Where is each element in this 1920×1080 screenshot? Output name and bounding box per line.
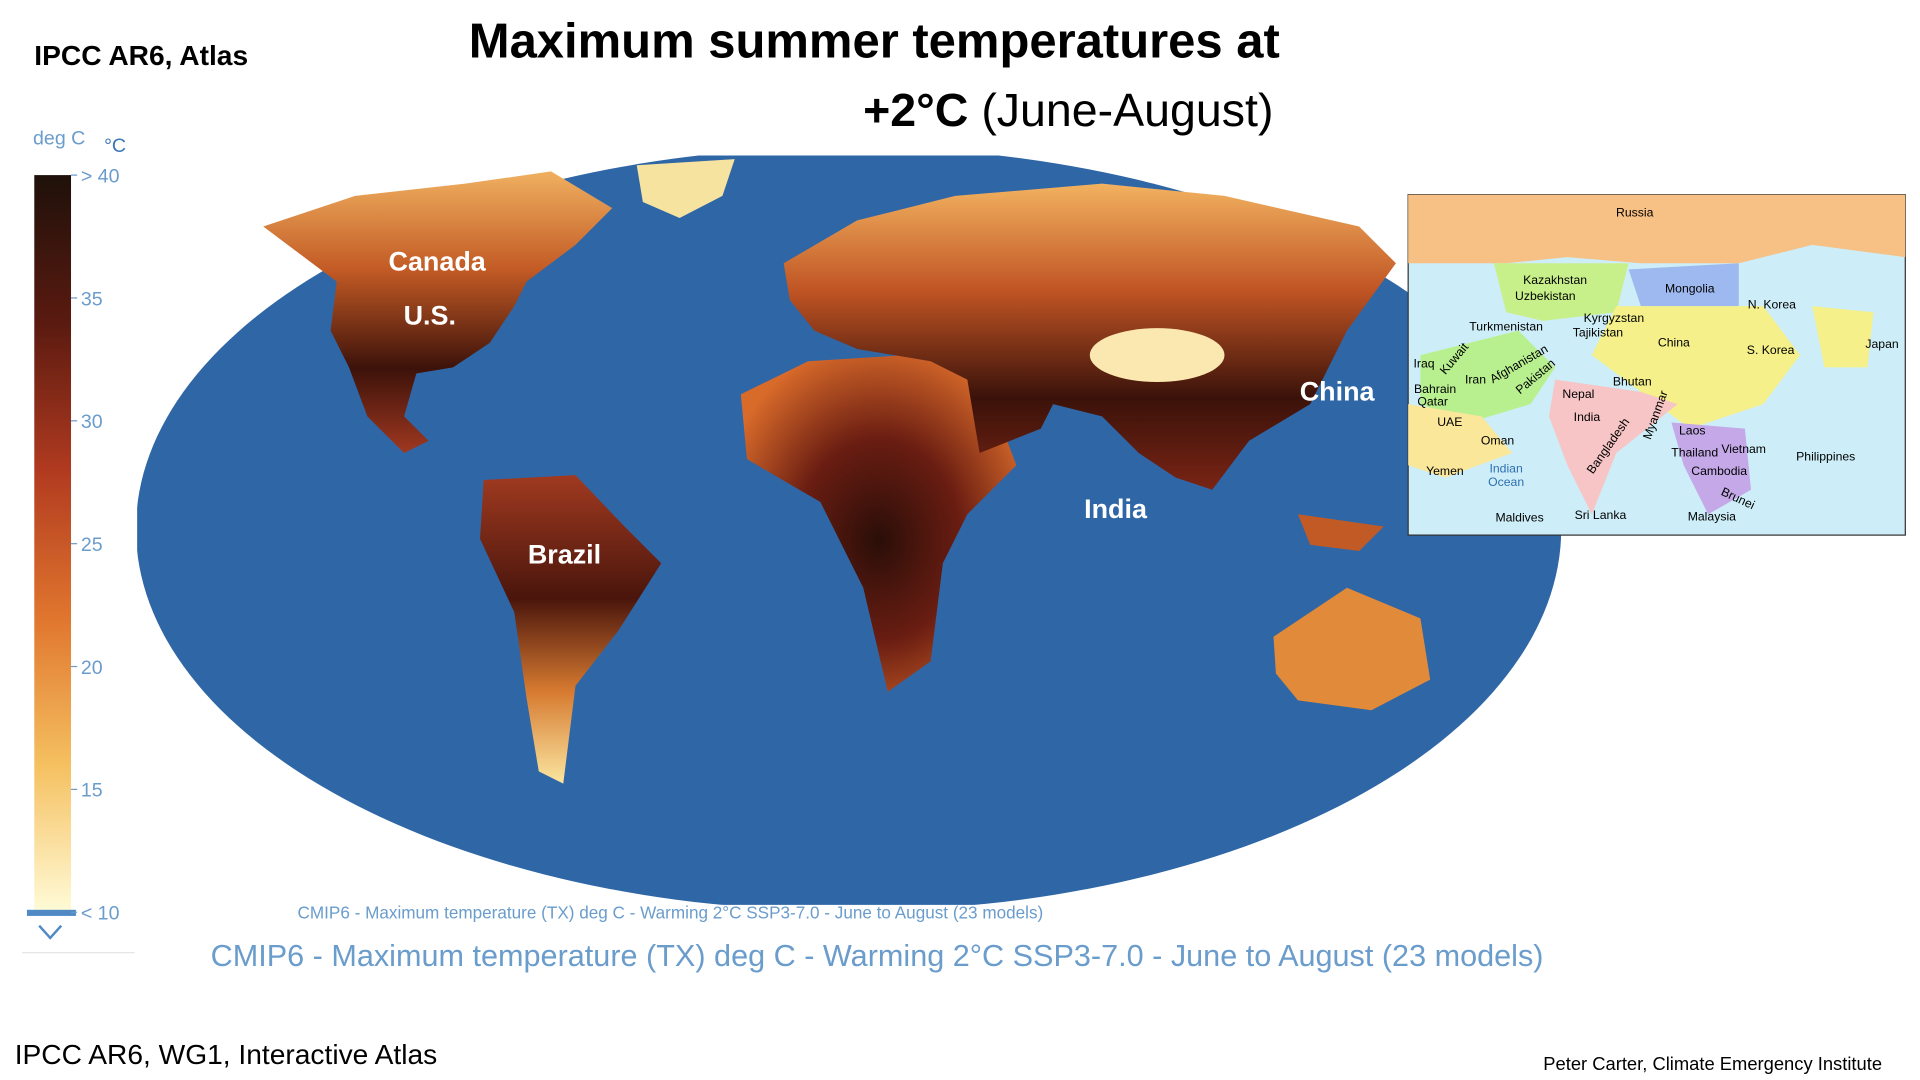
colorbar-tick-label: < 10 [81, 903, 120, 925]
footer-credit: Peter Carter, Climate Emergency Institut… [1543, 1053, 1882, 1074]
inset-label: Yemen [1426, 464, 1464, 478]
inset-label: Maldives [1495, 511, 1543, 525]
colorbar [34, 175, 72, 913]
colorbar-handle [26, 909, 76, 916]
colorbar-tick-label: 15 [81, 780, 103, 802]
eurasia [783, 183, 1396, 490]
map-label: Canada [389, 247, 487, 277]
inset-label: Ocean [1488, 475, 1524, 489]
inset-label: Laos [1679, 424, 1706, 438]
colorbar-unit-symbol: °C [104, 135, 126, 157]
region [1493, 263, 1629, 321]
inset-label: UAE [1437, 415, 1462, 429]
inset-label: Bahrain [1414, 382, 1456, 396]
inset-label: Kazakhstan [1523, 273, 1587, 287]
colorbar-tick-label: > 40 [81, 165, 120, 187]
inset-label: China [1658, 336, 1690, 350]
subtitle: +2°C (June-August) [863, 84, 1273, 136]
inset-label: Qatar [1417, 394, 1448, 408]
title: Maximum summer temperatures at [469, 15, 1280, 69]
inset-label: Vietnam [1721, 442, 1766, 456]
inset-label: Russia [1616, 206, 1654, 220]
inset-label: Indian [1489, 462, 1523, 476]
region [1420, 330, 1556, 423]
inset-label: Thailand [1671, 446, 1718, 460]
inset-label: Sri Lanka [1575, 508, 1627, 522]
collapse-icon[interactable] [38, 924, 63, 940]
region [1408, 404, 1513, 478]
map-label: Brazil [528, 539, 601, 569]
inset-map: Russia Kazakhstan Uzbekistan Mongolia N.… [1407, 194, 1906, 536]
tibet [1089, 328, 1225, 383]
inset-label: Nepal [1562, 387, 1594, 401]
region [1671, 422, 1752, 515]
africa [740, 355, 1017, 692]
inset-label: Tajikistan [1573, 326, 1624, 340]
colorbar-tick-label: 20 [81, 657, 103, 679]
inset-label: Mongolia [1665, 282, 1715, 296]
inset-label: Oman [1481, 433, 1515, 447]
inset-label: Bhutan [1613, 375, 1652, 389]
south-america [480, 475, 662, 784]
region [1548, 379, 1678, 515]
inset-label: Cambodia [1691, 464, 1747, 478]
inset-label: Iraq [1414, 356, 1435, 370]
inset-label: Malaysia [1688, 509, 1736, 523]
north-america [263, 171, 613, 454]
subtitle-bold: +2°C [863, 84, 968, 136]
colorbar-unit: deg C [33, 127, 85, 149]
inset-label: Uzbekistan [1515, 289, 1576, 303]
map-label: China [1300, 376, 1376, 406]
source-label: IPCC AR6, Atlas [34, 40, 248, 71]
australia [1273, 587, 1431, 711]
inset-label: S. Korea [1747, 343, 1795, 357]
inset-label: Japan [1865, 337, 1899, 351]
caption: CMIP6 - Maximum temperature (TX) deg C -… [211, 939, 1544, 973]
region [1628, 263, 1739, 307]
world-map [137, 155, 1562, 905]
inset-label: Philippines [1796, 449, 1855, 463]
inset-label: Kyrgyzstan [1584, 311, 1645, 325]
greenland [636, 159, 735, 218]
colorbar-tick-label: 30 [81, 411, 103, 433]
caption-small: CMIP6 - Maximum temperature (TX) deg C -… [298, 902, 1044, 922]
region [1591, 306, 1800, 429]
map-label: India [1084, 494, 1148, 524]
inset-label: Iran [1465, 372, 1486, 386]
region [1408, 194, 1906, 264]
subtitle-rest: (June-August) [981, 84, 1273, 136]
inset-label: N. Korea [1748, 298, 1796, 312]
inset-label: Turkmenistan [1469, 320, 1543, 334]
map-label: U.S. [404, 300, 456, 330]
footer-source: IPCC AR6, WG1, Interactive Atlas [15, 1039, 438, 1070]
colorbar-tick-label: 35 [81, 288, 103, 310]
colorbar-tick-label: 25 [81, 534, 103, 556]
inset-label: India [1574, 410, 1601, 424]
region [1812, 306, 1874, 368]
